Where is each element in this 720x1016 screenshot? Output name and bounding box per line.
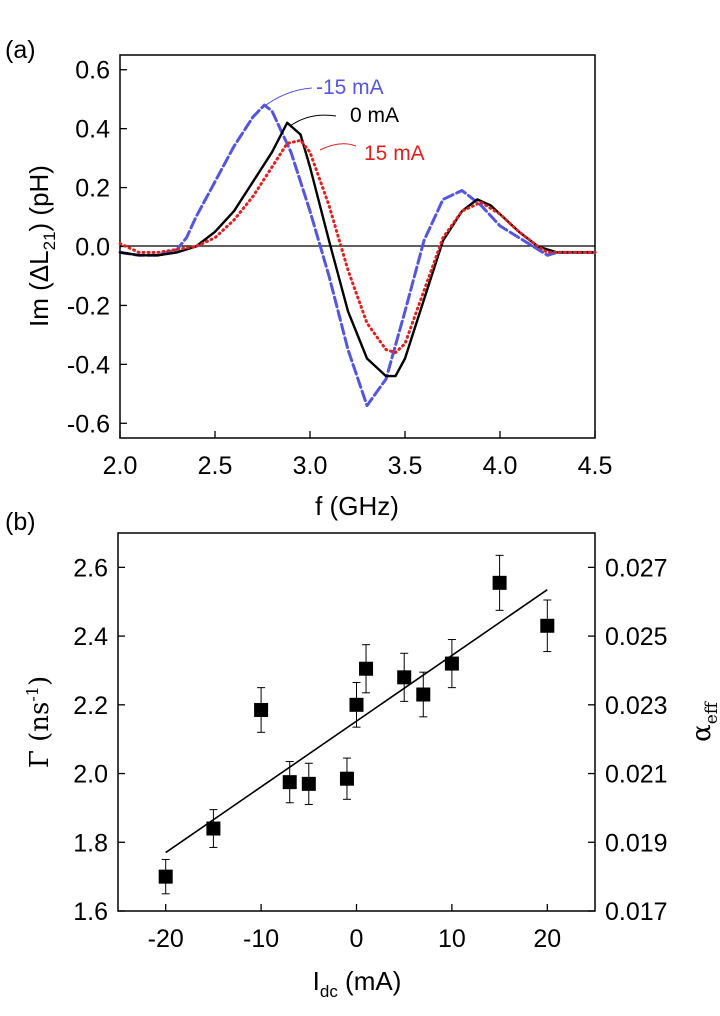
point-marker: [359, 661, 374, 676]
x-tick-label: 4.0: [483, 452, 518, 480]
legend-label-15: 15 mA: [364, 142, 425, 165]
x-tick-label: 2.0: [103, 452, 138, 480]
x-tick-label: 3.5: [388, 452, 423, 480]
panel-b-points: [158, 554, 555, 895]
point-marker: [206, 821, 221, 836]
y2-tick-label: 0.021: [605, 761, 668, 789]
panel-b-label: (b): [5, 508, 36, 536]
panel-b-y-ticks: 1.6 1.8 2.0 2.2 2.4 2.6: [73, 554, 125, 926]
leader-line-0: [289, 114, 337, 127]
y-tick-label: 2.6: [73, 554, 108, 582]
series-line-1: [118, 121, 597, 378]
y-tick-label: 0.4: [75, 116, 110, 144]
y-tick-label: 2.2: [73, 692, 108, 720]
y2-tick-label: 0.017: [605, 898, 668, 926]
y-tick-label: 0.0: [75, 234, 110, 262]
panel-b-y2-ticks: 0.017 0.019 0.021 0.023 0.025 0.027: [588, 554, 668, 926]
panel-a: (a) 2.0 2.5 3.0 3.5 4.0 4.5 -0.6 -0.4 -0.2 0.0 0.…: [5, 36, 612, 521]
y-tick-label: -0.6: [67, 410, 110, 438]
series-line-2: [118, 138, 597, 355]
leader-line-neg15: [261, 87, 313, 109]
point-marker: [540, 618, 555, 633]
y-tick-label: 0.6: [75, 57, 110, 85]
panel-a-y-label: Im (ΔL21) (pH): [24, 165, 59, 327]
panel-b-y-label: Γ (ns-1): [23, 676, 55, 768]
y2-tick-label: 0.027: [605, 554, 668, 582]
panel-a-series: [118, 103, 597, 408]
y2-tick-label: 0.025: [605, 623, 668, 651]
panel-a-x-label: f (GHz): [315, 491, 399, 521]
y-tick-label: 1.6: [73, 898, 108, 926]
data-point: [444, 639, 459, 689]
x-tick-label: 20: [533, 925, 561, 953]
data-point: [282, 761, 297, 804]
x-tick-label: 2.5: [198, 452, 233, 480]
point-marker: [444, 656, 459, 671]
point-marker: [282, 775, 297, 790]
x-tick-label: -10: [243, 925, 279, 953]
data-point: [206, 809, 221, 848]
x-tick-label: -20: [148, 925, 184, 953]
point-marker: [301, 776, 316, 791]
panel-b: (b) -20 -10 0 10 20 1.6 1.8 2.0 2.2 2.4 2.6 0.017…: [5, 508, 720, 1001]
y2-tick-label: 0.019: [605, 829, 668, 857]
data-point: [540, 599, 555, 653]
point-marker: [492, 575, 507, 590]
data-point: [254, 687, 269, 733]
point-marker: [349, 697, 364, 712]
point-marker: [397, 670, 412, 685]
panel-b-x-label: Idc (mA): [313, 966, 402, 1001]
y2-tick-label: 0.023: [605, 692, 668, 720]
data-point: [492, 554, 507, 611]
y-tick-label: -0.2: [67, 292, 110, 320]
leader-line-15: [319, 143, 357, 151]
data-point: [349, 681, 364, 728]
data-point: [339, 757, 354, 800]
y-tick-label: 0.2: [75, 175, 110, 203]
data-point: [416, 671, 431, 718]
panel-b-y2-label: αeff: [687, 700, 720, 742]
data-point: [301, 762, 316, 805]
panel-a-y-ticks: -0.6 -0.4 -0.2 0.0 0.2 0.4 0.6: [67, 57, 127, 438]
point-marker: [254, 702, 269, 717]
legend-label-0: 0 mA: [350, 104, 399, 127]
x-tick-label: 10: [438, 925, 466, 953]
point-marker: [416, 687, 431, 702]
y-tick-label: 1.8: [73, 829, 108, 857]
data-point: [158, 858, 173, 895]
x-tick-label: 4.5: [578, 452, 613, 480]
panel-a-x-ticks: 2.0 2.5 3.0 3.5 4.0 4.5: [103, 431, 613, 480]
data-point: [397, 652, 412, 702]
panel-b-x-ticks: -20 -10 0 10 20: [148, 904, 561, 953]
x-tick-label: 0: [350, 925, 364, 953]
x-tick-label: 3.0: [293, 452, 328, 480]
point-marker: [158, 869, 173, 884]
legend-label-neg15: -15 mA: [316, 76, 384, 99]
y-tick-label: 2.0: [73, 761, 108, 789]
point-marker: [339, 771, 354, 786]
data-point: [359, 644, 374, 694]
y-tick-label: -0.4: [67, 351, 110, 379]
series-line-0: [118, 103, 597, 408]
panel-a-label: (a): [5, 36, 36, 64]
y-tick-label: 2.4: [73, 623, 108, 651]
